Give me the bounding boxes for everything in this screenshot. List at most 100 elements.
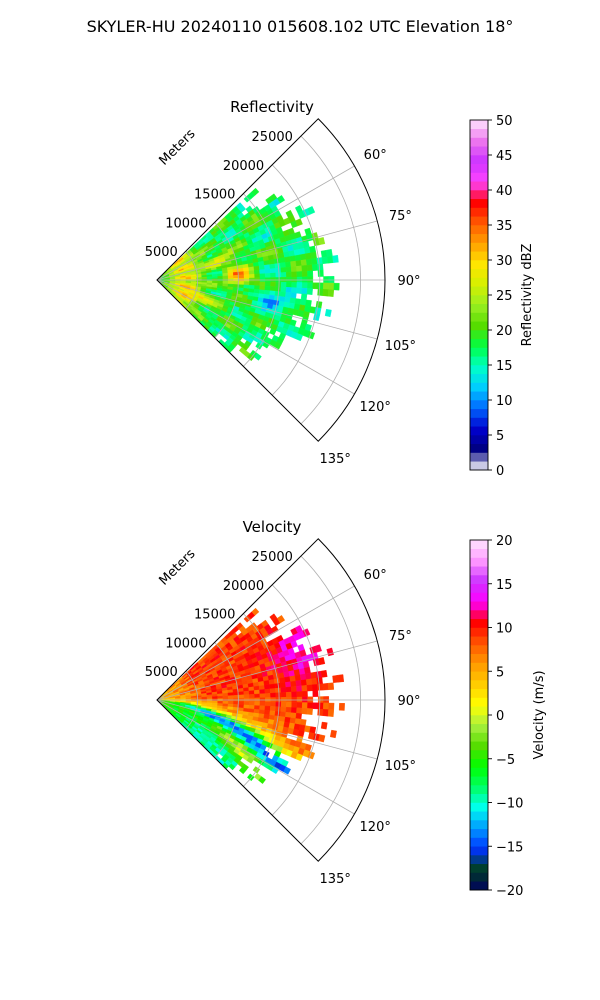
reflectivity-field-cell [291,282,298,289]
velocity-field-cell [301,685,308,692]
velocity-field-cell [264,693,271,698]
reflectivity-field-cell [273,341,282,350]
reflectivity-field-cell [290,287,298,294]
azimuth-tick-label: 135° [320,872,351,887]
colorbar-band [470,557,488,567]
colorbar-band [470,435,488,445]
reflectivity-field-cell [280,286,287,293]
velocity-field-cell [280,706,287,713]
reflectivity-field-cell [264,273,271,278]
colorbar-band [470,662,488,672]
reflectivity-field-cell [248,270,255,275]
azimuth-tick-label: 120° [360,400,391,415]
reflectivity-field-cell [315,301,323,309]
velocity-field-cell [227,695,234,699]
velocity-field-cell [295,712,302,720]
velocity-field-cell [279,677,286,684]
velocity-field [158,607,345,784]
reflectivity-field-cell [264,264,271,270]
reflectivity-field-cell [280,281,287,288]
velocity-field-cell [280,687,287,693]
colorbar-band [470,137,488,147]
reflectivity-field-cell [269,286,276,292]
velocity-field-cell [314,644,322,653]
velocity-field-cell [327,709,335,717]
colorbar-band [470,356,488,366]
reflectivity-field-cell [264,285,271,291]
reflectivity-field-cell [317,263,324,271]
velocity-field-cell [243,694,250,699]
range-tick-label: 20000 [223,159,264,174]
reflectivity-field-cell [291,271,298,278]
reflectivity-field-cell [254,285,261,290]
velocity-field-cell [283,766,291,775]
velocity-field-cell [311,677,318,686]
velocity-field-cell [296,691,303,698]
reflectivity-field-cell [279,257,286,264]
colorbar-band [470,321,488,331]
reflectivity-field-cell [326,255,334,264]
velocity-field-cell [259,693,266,699]
colorbar-band [470,618,488,628]
azimuth-tick-label: 135° [320,452,351,467]
reflectivity-field-cell [313,313,321,322]
velocity-field-cell [322,682,329,691]
reflectivity-field-cell [295,260,302,267]
reflectivity-field-cell [318,237,326,246]
azimuth-spoke [156,165,355,281]
reflectivity-field-cell [321,256,329,265]
reflectivity-colorbar-ticks: 0 5 10 15 20 25 30 35 40 45 50 [488,114,513,479]
velocity-field-cell [301,707,308,715]
colorbar-band [470,671,488,681]
velocity-field-cell [286,702,292,708]
colorbar-tick-label: 25 [496,289,513,304]
velocity-field-cell [254,705,261,710]
reflectivity-field-cell [311,264,319,272]
reflectivity-field-cell [275,286,282,292]
azimuth-tick-label: 60° [364,568,387,583]
reflectivity-sector-frame [156,118,386,442]
velocity-range-axis-label: Meters [157,546,199,588]
azimuth-spoke [156,699,378,760]
colorbar-tick-label: 10 [496,622,513,637]
velocity-field-cell [227,692,234,697]
velocity-field-cell [259,705,266,711]
reflectivity-field-cell [227,272,234,277]
azimuth-tick-label: 75° [389,209,412,224]
reflectivity-field-cell [201,276,208,280]
velocity-field-cell [320,721,328,730]
sector-outline [156,118,386,442]
reflectivity-field-cell [306,264,313,272]
reflectivity-field-cell [312,282,319,290]
reflectivity-field-cell [217,275,224,279]
colorbar-band [470,732,488,742]
velocity-field-cell [253,689,261,695]
colorbar-band [470,443,488,453]
colorbar-tick-label: −15 [496,840,523,855]
colorbar-tick-label: 0 [496,464,504,479]
velocity-field-cell [320,669,328,678]
reflectivity-field-cell [276,195,286,204]
colorbar-tick-label: 5 [496,429,504,444]
reflectivity-field-cell [290,266,298,273]
reflectivity-field-cell [301,287,308,295]
reflectivity-field-cell [248,266,255,272]
reflectivity-field-cell [222,275,229,279]
velocity-field-cell [254,701,261,707]
colorbar-band [470,260,488,270]
velocity-field-cell [306,708,313,715]
azimuth-tick-label: 60° [364,148,387,163]
velocity-field-cell [248,686,255,692]
range-tick-label: 10000 [165,636,206,651]
velocity-field-cell [317,702,324,710]
reflectivity-field-cell [301,270,308,278]
reflectivity-field-cell [259,281,266,287]
colorbar-tick-label: 35 [496,219,513,234]
colorbar-band [470,382,488,392]
colorbar-band [470,750,488,760]
reflectivity-field-cell [295,333,304,342]
reflectivity-field-cell [301,265,308,272]
velocity-colorbar: −20 −15 −10 −5 0 5 10 15 20 Velocity (m/s) [469,534,547,899]
azimuth-tick-label: 90° [397,694,420,709]
velocity-field-cell [280,701,287,708]
